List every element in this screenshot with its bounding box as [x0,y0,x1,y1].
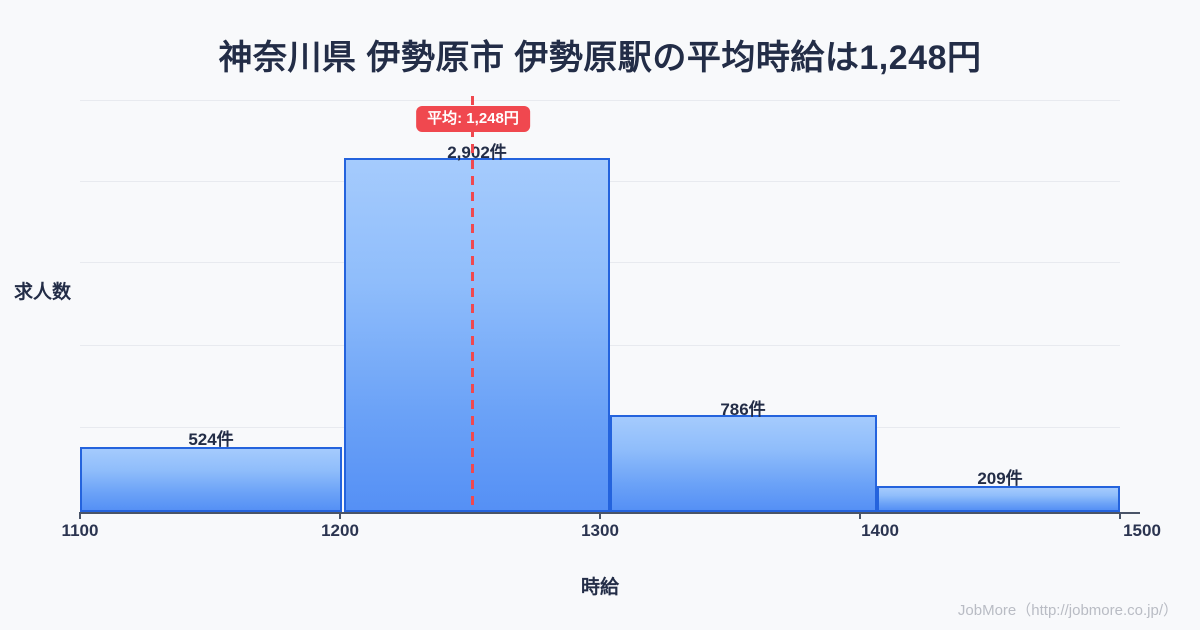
bar-value-label-3: 786件 [720,400,766,419]
x-axis-line [80,512,1140,514]
bar-1100-1200[interactable] [80,447,342,512]
plot-area [80,96,1120,512]
bar-value-label-1: 524件 [188,430,234,449]
x-tick-label-1500: 1500 [1123,521,1161,540]
x-tick-label-1300: 1300 [581,521,619,540]
x-tick-mark [859,512,861,519]
x-axis-label: 時給 [580,577,619,598]
watermark: JobMore（http://jobmore.co.jp/） [957,602,1178,619]
page-title: 神奈川県 伊勢原市 伊勢原駅の平均時給は1,248円 [218,39,982,77]
gridline [80,100,1120,101]
x-tick-label-1200: 1200 [321,521,359,540]
average-line [471,96,474,512]
x-tick-mark [339,512,341,519]
average-badge: 平均: 1,248円 [416,106,530,132]
bar-value-label-2: 2,902件 [447,143,507,162]
x-tick-mark [1119,512,1121,519]
bar-1300-1400[interactable] [610,415,877,512]
x-tick-label-1400: 1400 [861,521,899,540]
x-tick-mark [599,512,601,519]
x-tick-label-1100: 1100 [61,521,99,540]
bar-1200-1300[interactable] [344,158,610,512]
bar-value-label-4: 209件 [977,469,1023,488]
bar-1400-1500[interactable] [877,486,1120,512]
x-tick-mark [79,512,81,519]
y-axis-label: 求人数 [14,282,72,303]
